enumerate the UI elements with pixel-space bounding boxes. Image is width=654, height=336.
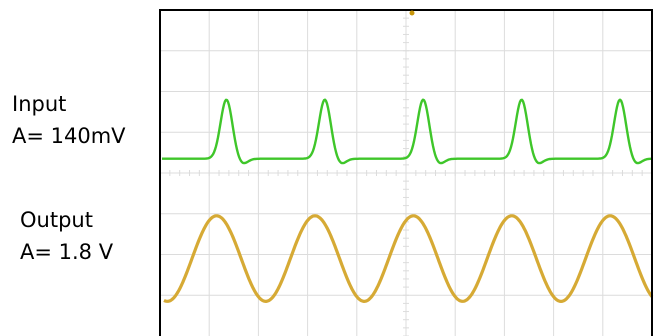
trigger-marker [409,10,415,16]
output-title-label: Output [20,208,93,232]
traces [161,98,654,303]
plot-frame [159,9,653,336]
output-trace-line [163,214,654,303]
input-title-label: Input [12,92,67,116]
output-amplitude-label: A= 1.8 V [20,240,114,264]
input-trace-line [161,98,653,165]
plot-border [159,9,653,336]
input-amplitude-label: A= 140mV [12,124,126,148]
grid [159,9,653,336]
